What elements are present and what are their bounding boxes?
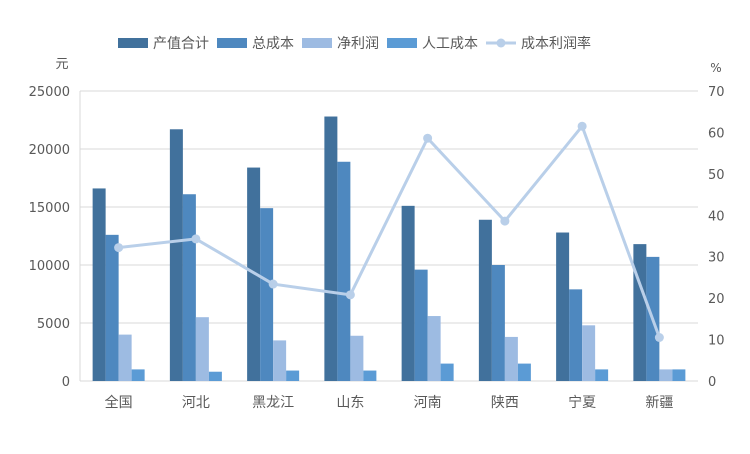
bar xyxy=(169,129,183,381)
legend-label: 成本利润率 xyxy=(521,35,591,52)
x-tick-label: 全国 xyxy=(105,394,133,411)
legend-label: 产值合计 xyxy=(153,36,209,52)
y2-tick-label: 10 xyxy=(708,334,725,349)
bar xyxy=(363,370,377,381)
y-tick-label: 10000 xyxy=(29,259,70,274)
y-tick-label: 25000 xyxy=(29,85,70,100)
bar xyxy=(556,232,570,381)
x-tick-label: 河北 xyxy=(182,395,210,411)
y2-tick-label: 0 xyxy=(708,375,716,390)
bar xyxy=(118,334,132,381)
line-point xyxy=(114,243,124,253)
bar xyxy=(260,208,274,381)
line-point xyxy=(577,121,587,131)
y2-tick-label: 20 xyxy=(708,292,725,307)
bar xyxy=(659,369,673,381)
bar xyxy=(92,188,106,381)
line-point xyxy=(268,279,278,289)
bar xyxy=(286,370,300,381)
bar xyxy=(273,340,287,381)
bar xyxy=(324,116,338,382)
line-series xyxy=(118,123,661,339)
y-axis-unit: 元 xyxy=(55,57,68,72)
bar xyxy=(491,265,505,381)
y2-tick-label: 40 xyxy=(708,209,725,224)
legend-label: 净利润 xyxy=(337,36,379,52)
line-point xyxy=(500,216,510,226)
bar xyxy=(569,289,583,381)
y-tick-label: 5000 xyxy=(37,317,70,332)
bar xyxy=(182,194,196,381)
bar xyxy=(208,371,222,381)
y-tick-label: 15000 xyxy=(29,201,70,216)
x-tick-label: 新疆 xyxy=(645,395,673,411)
line-point xyxy=(423,133,433,143)
bar xyxy=(427,316,441,381)
x-tick-label: 黑龙江 xyxy=(252,395,294,411)
bar xyxy=(401,205,415,381)
x-tick-label: 山东 xyxy=(336,395,364,411)
bar xyxy=(337,161,351,381)
legend-marker xyxy=(496,38,506,48)
bar xyxy=(440,363,454,381)
x-tick-label: 宁夏 xyxy=(568,394,596,411)
bar xyxy=(478,219,492,381)
x-tick-label: 河南 xyxy=(414,395,442,411)
line-point xyxy=(345,290,355,300)
bar xyxy=(595,369,609,381)
legend-label: 人工成本 xyxy=(422,36,478,52)
legend-swatch xyxy=(118,38,148,48)
line-point xyxy=(191,234,201,244)
bar xyxy=(105,234,119,381)
y2-tick-label: 30 xyxy=(708,251,725,266)
bar xyxy=(350,335,364,381)
legend-label: 总成本 xyxy=(252,36,294,52)
legend-swatch xyxy=(302,38,332,48)
y2-tick-label: 50 xyxy=(708,168,725,183)
bar xyxy=(582,325,596,381)
y-tick-label: 0 xyxy=(62,375,70,390)
x-tick-label: 陕西 xyxy=(491,395,519,411)
y2-tick-label: 70 xyxy=(708,85,725,100)
bar xyxy=(517,363,531,381)
legend-swatch xyxy=(217,38,247,48)
y2-tick-label: 60 xyxy=(708,126,725,141)
y-tick-label: 20000 xyxy=(29,143,70,158)
bar xyxy=(131,369,145,381)
bar xyxy=(414,269,428,381)
line-point xyxy=(654,333,664,342)
bar xyxy=(504,336,518,381)
y2-axis-unit: % xyxy=(710,61,721,75)
bar xyxy=(672,369,686,381)
legend-swatch xyxy=(387,38,417,48)
bar xyxy=(195,317,209,381)
bar xyxy=(633,244,647,381)
